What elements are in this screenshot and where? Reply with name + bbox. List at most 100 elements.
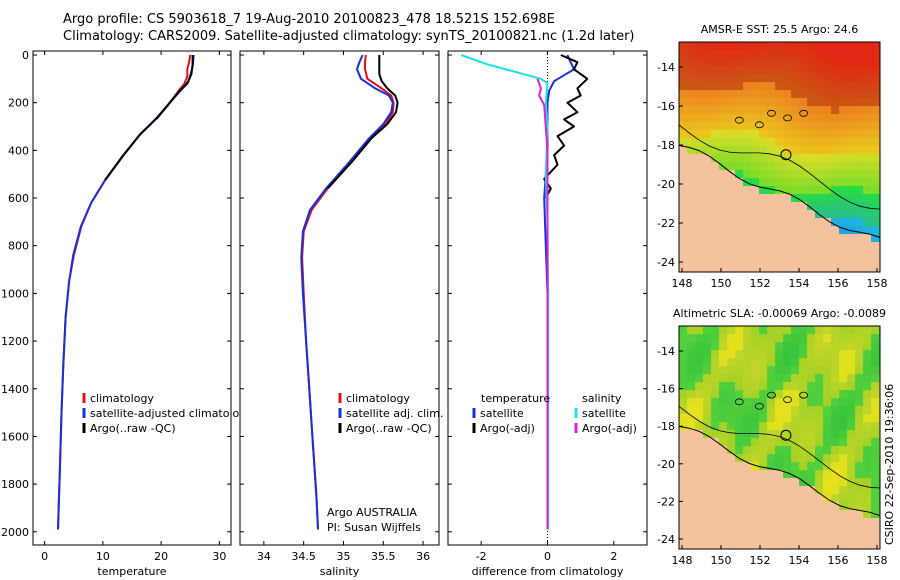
map-cell — [751, 146, 759, 154]
map-cell — [871, 266, 879, 272]
map-cell — [815, 438, 823, 446]
map-cell — [863, 82, 871, 90]
map-cell — [799, 390, 807, 398]
map-cell — [751, 130, 759, 138]
map-cell — [679, 526, 687, 534]
map-cell — [751, 114, 759, 122]
map-cell — [791, 58, 799, 66]
map-cell — [807, 366, 815, 374]
map-cell — [743, 170, 751, 178]
map-cell — [775, 470, 783, 478]
map-cell — [703, 462, 711, 470]
map-cell — [863, 146, 871, 154]
map-cell — [847, 358, 855, 366]
map-cell — [679, 98, 687, 106]
map-cell — [815, 326, 823, 334]
map-cell — [775, 234, 783, 242]
map-cell — [807, 398, 815, 406]
map-x-tick-label: 158 — [867, 554, 888, 567]
map-cell — [807, 114, 815, 122]
map-cell — [815, 342, 823, 350]
map-cell — [823, 462, 831, 470]
map-cell — [743, 454, 751, 462]
map-cell — [703, 210, 711, 218]
map-cell — [743, 250, 751, 258]
map-cell — [783, 390, 791, 398]
map-cell — [863, 422, 871, 430]
map-cell — [839, 534, 847, 542]
map-cell — [679, 50, 687, 58]
map-cell — [839, 162, 847, 170]
map-cell — [791, 510, 799, 518]
map-cell — [815, 98, 823, 106]
map-cell — [727, 66, 735, 74]
map-cell — [807, 470, 815, 478]
map-cell — [855, 98, 863, 106]
map-cell — [767, 90, 775, 98]
map-cell — [727, 374, 735, 382]
map-cell — [679, 374, 687, 382]
map-cell — [727, 210, 735, 218]
map-cell — [839, 390, 847, 398]
map-cell — [799, 326, 807, 334]
map-cell — [679, 462, 687, 470]
map-cell — [775, 250, 783, 258]
map-cell — [823, 90, 831, 98]
map-cell — [727, 526, 735, 534]
map-cell — [679, 454, 687, 462]
map-cell — [679, 242, 687, 250]
map-cell — [775, 414, 783, 422]
map-cell — [759, 186, 767, 194]
map-cell — [751, 502, 759, 510]
map-cell — [695, 462, 703, 470]
map-cell — [743, 50, 751, 58]
map-cell — [871, 430, 879, 438]
map-cell — [807, 146, 815, 154]
map-cell — [727, 342, 735, 350]
map-cell — [799, 162, 807, 170]
map-cell — [807, 106, 815, 114]
map-panel-2: Altimetric SLA: -0.00069 Argo: -0.008914… — [657, 307, 887, 567]
map-cell — [767, 358, 775, 366]
map-cell — [783, 422, 791, 430]
map-cell — [863, 122, 871, 130]
legend-entry: Argo(..raw -QC) — [346, 422, 432, 435]
map-cell — [799, 374, 807, 382]
map-y-tick-label: -24 — [657, 533, 675, 546]
map-cell — [775, 82, 783, 90]
map-cell — [799, 114, 807, 122]
map-cell — [767, 390, 775, 398]
map-cell — [695, 342, 703, 350]
map-cell — [679, 250, 687, 258]
map-cell — [823, 502, 831, 510]
map-cell — [711, 162, 719, 170]
map-cell — [807, 74, 815, 82]
map-cell — [743, 202, 751, 210]
map-cell — [735, 462, 743, 470]
map-cell — [767, 462, 775, 470]
map-cell — [719, 42, 727, 50]
map-cell — [743, 242, 751, 250]
map-cell — [783, 66, 791, 74]
map-cell — [831, 106, 839, 114]
map-cell — [823, 422, 831, 430]
map-cell — [839, 374, 847, 382]
map-cell — [823, 162, 831, 170]
map-cell — [783, 154, 791, 162]
map-cell — [703, 334, 711, 342]
map-cell — [823, 106, 831, 114]
map-cell — [759, 478, 767, 486]
map-cell — [783, 170, 791, 178]
map-cell — [839, 446, 847, 454]
map-cell — [775, 266, 783, 272]
map-cell — [687, 146, 695, 154]
map-cell — [783, 406, 791, 414]
map-cell — [679, 326, 687, 334]
map-cell — [839, 234, 847, 242]
map-cell — [695, 518, 703, 526]
map-cell — [767, 366, 775, 374]
map-cell — [711, 462, 719, 470]
map-cell — [735, 478, 743, 486]
map-cell — [743, 226, 751, 234]
map-y-tick-label: -20 — [657, 458, 675, 471]
